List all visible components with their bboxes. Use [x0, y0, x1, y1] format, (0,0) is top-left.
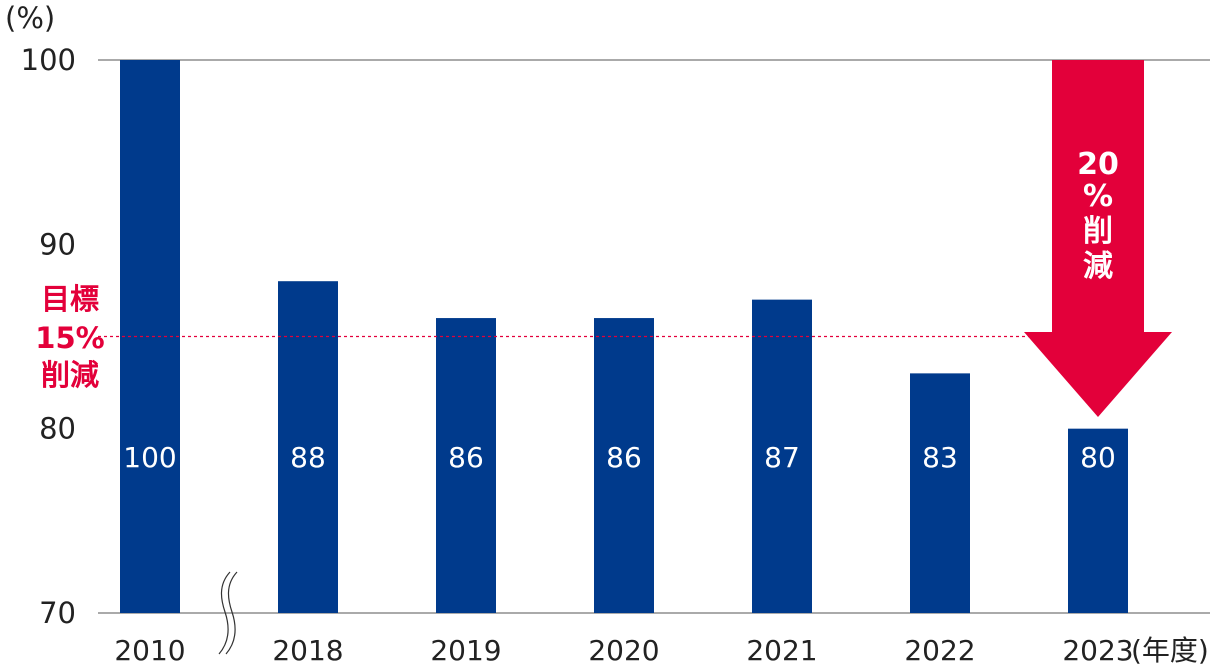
bar: [752, 299, 812, 613]
x-tick-label: 2020: [588, 634, 659, 664]
bar: [1068, 428, 1128, 613]
y-tick-label: 90: [39, 227, 76, 261]
bar-value-label: 86: [606, 441, 642, 474]
bar-value-label: 88: [290, 441, 326, 474]
x-tick-label: 2010: [114, 634, 185, 664]
reduction-arrow-label-line: 削: [1083, 214, 1113, 249]
bar-value-label: 100: [123, 441, 176, 474]
target-label-line: 15%: [35, 321, 104, 355]
x-tick-label: 2021: [746, 634, 817, 664]
bar-value-label: 87: [764, 441, 800, 474]
bar-value-label: 86: [448, 441, 484, 474]
x-axis-unit-label: (年度): [1131, 634, 1209, 664]
reduction-arrow-label-line: %: [1083, 179, 1113, 214]
target-label-line: 目標: [41, 282, 99, 316]
reduction-arrow-label-line: 20: [1077, 147, 1119, 182]
x-tick-label: 2018: [272, 634, 343, 664]
bar-value-label: 80: [1080, 441, 1116, 474]
axis-break-mark: [218, 571, 238, 655]
y-tick-label: 100: [21, 43, 76, 77]
target-label-line: 削減: [41, 358, 99, 392]
x-tick-label: 2023: [1062, 634, 1133, 664]
reduction-arrow-label-line: 減: [1083, 249, 1113, 284]
x-tick-label: 2019: [430, 634, 501, 664]
bar: [910, 373, 970, 613]
bar: [594, 318, 654, 613]
y-tick-label: 80: [39, 412, 76, 446]
bar: [436, 318, 496, 613]
reduction-arrow: [1024, 60, 1172, 417]
y-axis-unit-label: (%): [5, 1, 55, 35]
bar-value-label: 83: [922, 441, 958, 474]
x-tick-label: 2022: [904, 634, 975, 664]
y-tick-label: 70: [39, 596, 76, 630]
